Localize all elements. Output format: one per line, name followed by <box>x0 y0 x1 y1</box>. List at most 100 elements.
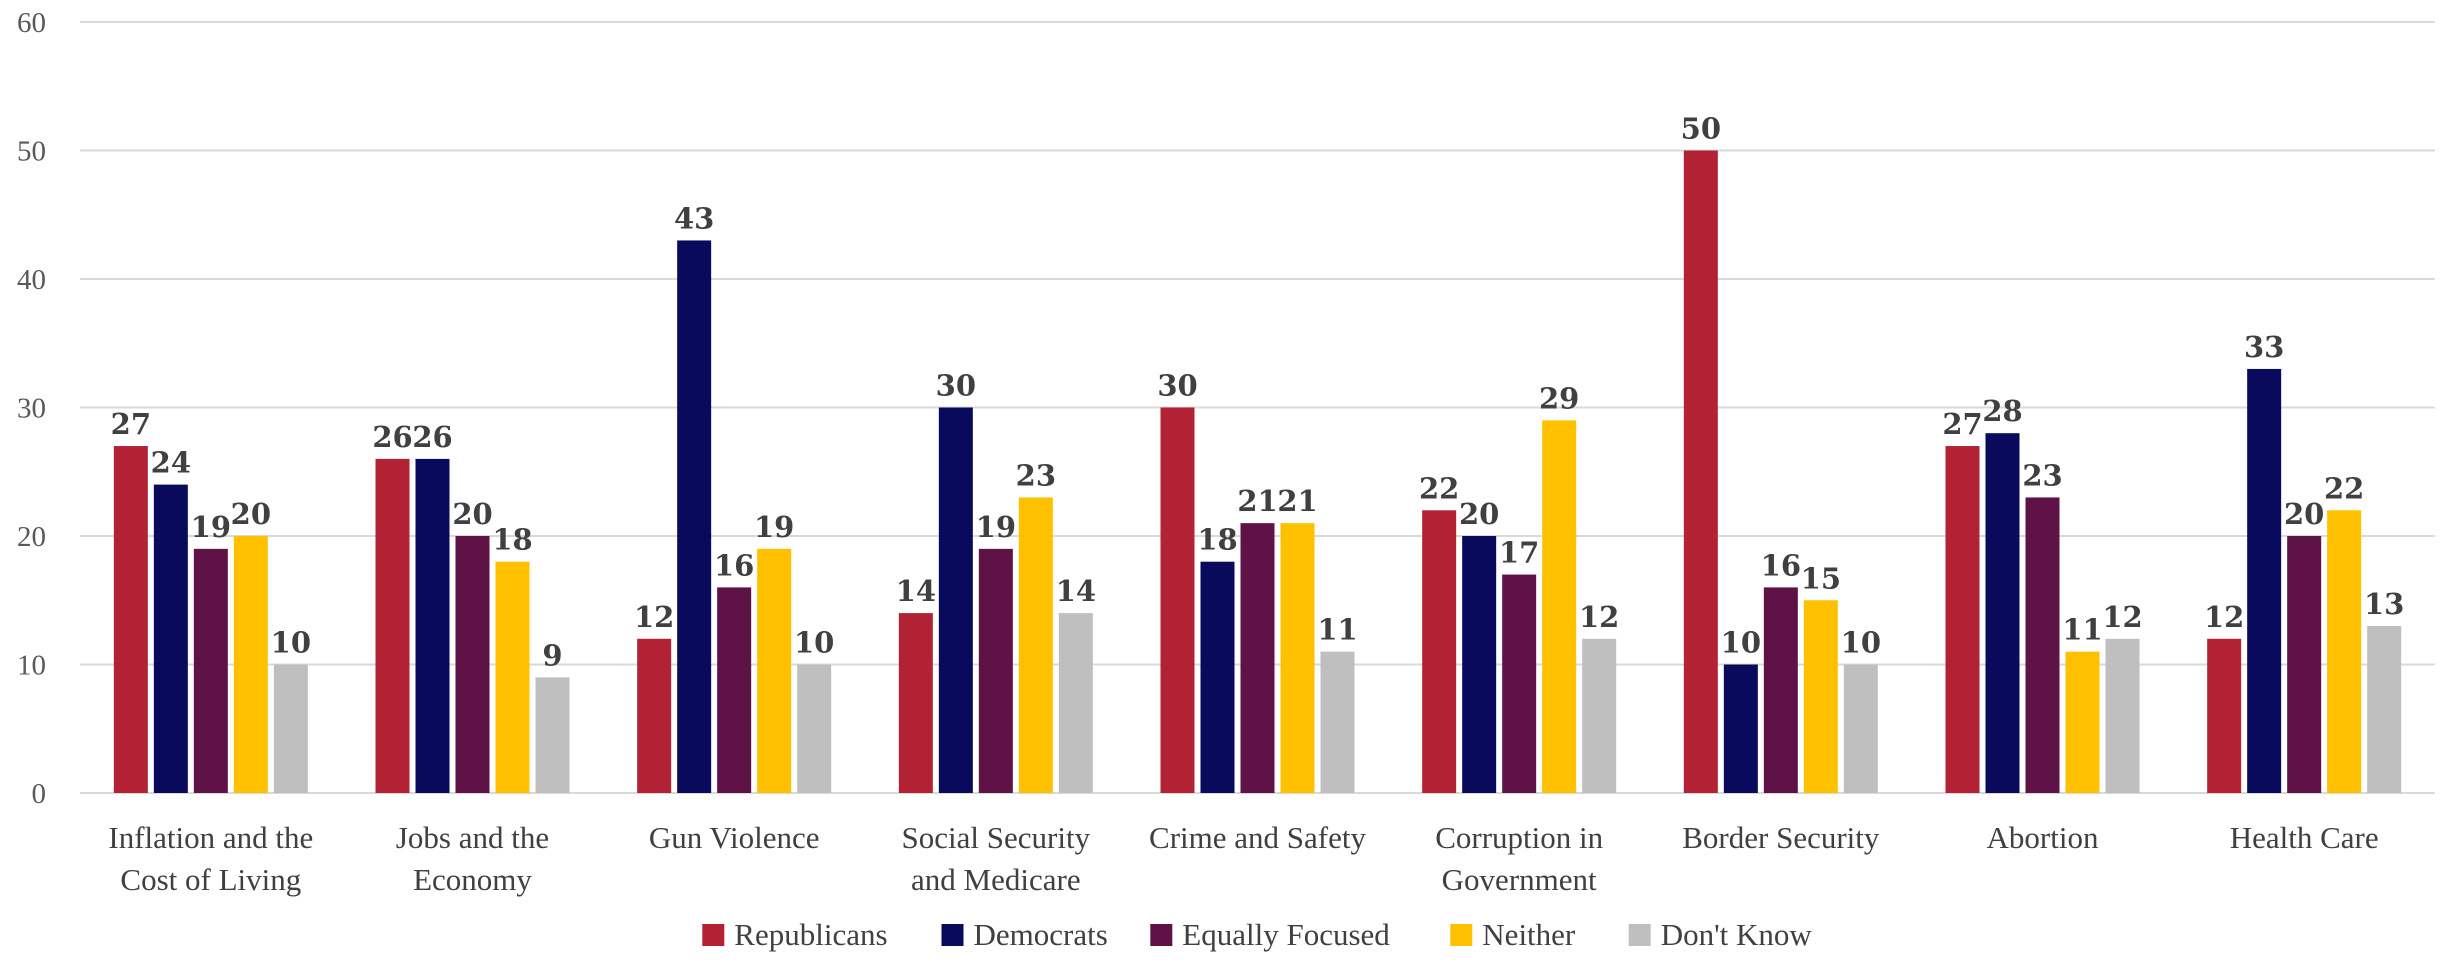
data-label: 10 <box>271 626 311 660</box>
bar-democrats-0 <box>153 484 188 793</box>
x-category-label: Social Security <box>902 820 1091 855</box>
x-category-label: Corruption in <box>1435 820 1603 855</box>
legend-swatch <box>702 924 725 946</box>
x-category-label: Crime and Safety <box>1149 820 1366 855</box>
bar-equally-focused-8 <box>2287 536 2322 793</box>
x-category-label: and Medicare <box>911 862 1081 897</box>
data-label: 9 <box>542 638 562 672</box>
data-label: 14 <box>896 574 936 608</box>
data-label: 22 <box>1419 471 1459 505</box>
bar-republicans-6 <box>1683 150 1718 793</box>
data-label: 18 <box>492 523 532 557</box>
data-label: 10 <box>1841 626 1881 660</box>
bar-republicans-0 <box>113 446 148 793</box>
bar-democrats-1 <box>415 458 450 793</box>
bar-equally-focused-4 <box>1240 523 1275 793</box>
bar-democrats-6 <box>1723 664 1758 793</box>
bar-democrats-5 <box>1462 536 1497 793</box>
bar-don-t-know-4 <box>1320 651 1355 793</box>
bar-democrats-3 <box>938 407 973 793</box>
data-label: 21 <box>1237 484 1277 518</box>
bar-don-t-know-7 <box>2105 638 2140 793</box>
data-label: 29 <box>1539 381 1579 415</box>
data-label: 26 <box>412 420 452 454</box>
y-tick-label: 40 <box>17 264 46 296</box>
y-axis-ticks: 0 10 20 30 40 50 60 <box>17 7 46 810</box>
data-label: 10 <box>794 626 834 660</box>
data-label: 26 <box>372 420 412 454</box>
bar-equally-focused-1 <box>455 536 490 793</box>
x-category-label: Inflation and the <box>108 820 313 855</box>
x-category-label: Border Security <box>1682 820 1880 855</box>
y-tick-label: 50 <box>17 136 46 168</box>
data-label: 18 <box>1197 523 1237 557</box>
legend-label: Democrats <box>974 917 1108 952</box>
bar-neither-8 <box>2327 510 2362 793</box>
data-label: 19 <box>191 510 231 544</box>
data-label: 11 <box>1317 613 1357 647</box>
bar-neither-1 <box>495 561 530 793</box>
bar-republicans-3 <box>898 613 933 793</box>
bar-republicans-5 <box>1422 510 1457 793</box>
bar-democrats-4 <box>1200 561 1235 793</box>
bar-democrats-8 <box>2247 368 2282 793</box>
bar-don-t-know-0 <box>273 664 308 793</box>
bar-republicans-7 <box>1945 446 1980 793</box>
bar-neither-7 <box>2065 651 2100 793</box>
bar-democrats-2 <box>677 240 712 793</box>
x-axis-categories: Inflation and the Cost of Living Jobs and … <box>108 820 2378 897</box>
data-label: 30 <box>936 369 976 403</box>
bar-neither-6 <box>1803 600 1838 793</box>
y-tick-label: 10 <box>17 650 46 682</box>
bar-don-t-know-3 <box>1058 613 1093 793</box>
bar-don-t-know-5 <box>1582 638 1617 793</box>
legend-label: Republicans <box>734 917 887 952</box>
bar-equally-focused-6 <box>1763 587 1798 793</box>
data-label: 24 <box>151 446 191 480</box>
bar-don-t-know-6 <box>1843 664 1878 793</box>
data-label: 12 <box>2204 600 2244 634</box>
data-label: 20 <box>452 497 492 531</box>
x-category-label: Abortion <box>1987 820 2099 855</box>
bar-neither-2 <box>757 548 792 793</box>
data-label: 17 <box>1499 536 1539 570</box>
legend-swatch <box>941 924 964 946</box>
data-label: 16 <box>714 548 754 582</box>
data-label: 27 <box>111 407 151 441</box>
data-label: 27 <box>1942 407 1982 441</box>
bar-neither-5 <box>1542 420 1577 793</box>
bar-neither-0 <box>233 536 268 793</box>
data-label: 12 <box>2102 600 2142 634</box>
data-label: 10 <box>1721 626 1761 660</box>
bar-equally-focused-5 <box>1502 574 1537 793</box>
x-category-label: Cost of Living <box>120 862 301 897</box>
bar-don-t-know-1 <box>535 677 570 793</box>
legend-swatch <box>1150 924 1173 946</box>
y-tick-label: 0 <box>32 778 47 810</box>
bar-republicans-4 <box>1160 407 1195 793</box>
legend: Republicans Democrats Equally Focused Neith… <box>702 917 1812 952</box>
legend-swatch <box>1450 924 1473 946</box>
data-label: 19 <box>976 510 1016 544</box>
data-label: 12 <box>1579 600 1619 634</box>
data-label: 11 <box>2062 613 2102 647</box>
bar-republicans-2 <box>637 638 672 793</box>
legend-swatch <box>1628 924 1651 946</box>
data-label: 23 <box>1016 458 1056 492</box>
x-category-label: Jobs and the <box>396 820 549 855</box>
data-label: 20 <box>2284 497 2324 531</box>
data-label: 13 <box>2364 587 2404 621</box>
bar-neither-3 <box>1018 497 1053 793</box>
data-label: 30 <box>1157 369 1197 403</box>
data-label: 16 <box>1761 548 1801 582</box>
bar-republicans-8 <box>2207 638 2242 793</box>
data-label: 23 <box>2022 458 2062 492</box>
bar-don-t-know-8 <box>2367 625 2402 793</box>
x-category-label: Government <box>1442 862 1597 897</box>
bar-equally-focused-2 <box>717 587 752 793</box>
y-tick-label: 60 <box>17 7 46 39</box>
data-label: 22 <box>2324 471 2364 505</box>
